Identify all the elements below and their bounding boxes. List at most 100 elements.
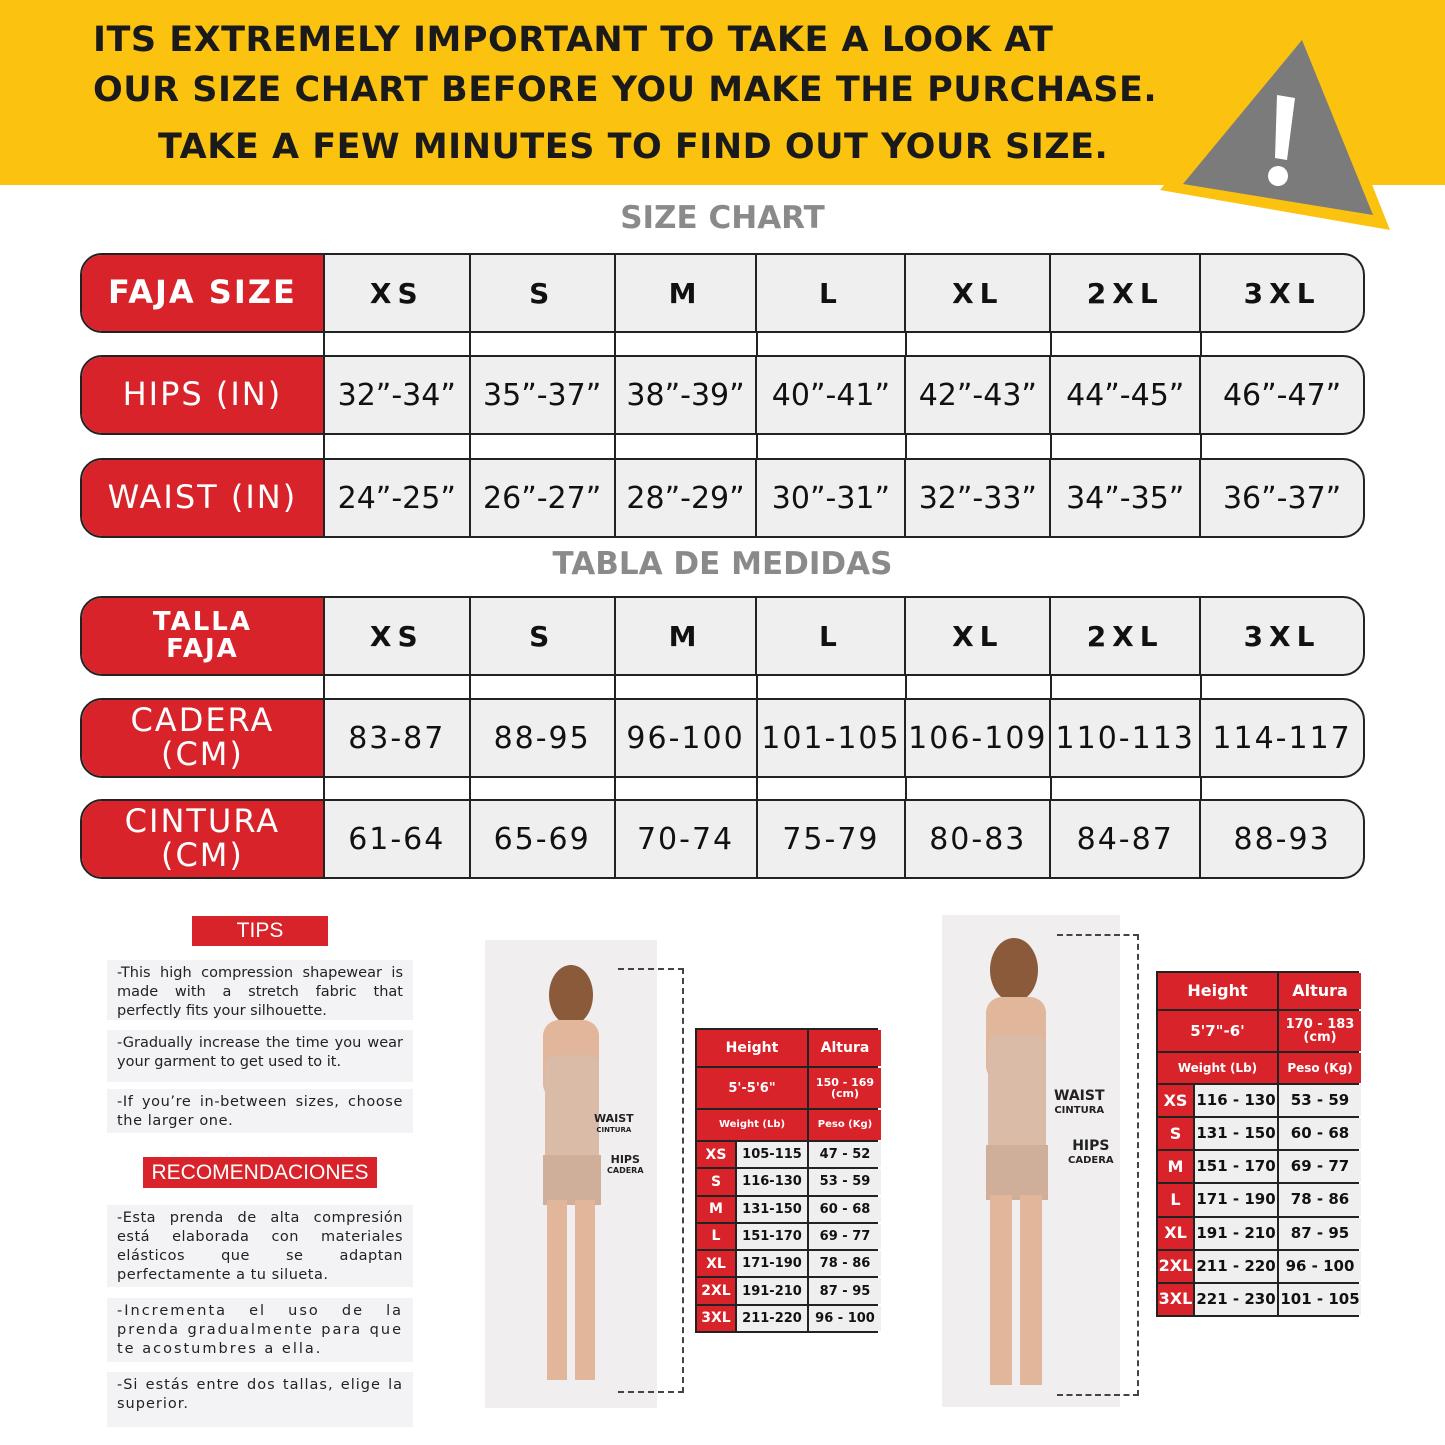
weight-value: 105-115 bbox=[737, 1142, 807, 1168]
weight-value: 171 - 190 bbox=[1195, 1184, 1277, 1216]
row-label: CINTURA (CM) bbox=[82, 801, 325, 877]
peso-value: 87 - 95 bbox=[809, 1278, 881, 1304]
cadera-label: CADERA bbox=[1068, 1154, 1114, 1166]
row-label: HIPS (IN) bbox=[82, 357, 325, 433]
banner-line-2: OUR SIZE CHART BEFORE YOU MAKE THE PURCH… bbox=[93, 70, 1158, 110]
connector-line bbox=[1050, 778, 1052, 799]
tip-item: -Gradually increase the time you wear yo… bbox=[107, 1030, 413, 1082]
peso-value: 69 - 77 bbox=[809, 1223, 881, 1250]
weight-value: 151 - 170 bbox=[1195, 1151, 1277, 1183]
size-cell: 84-87 bbox=[1051, 801, 1202, 877]
size-cell: XL bbox=[906, 598, 1052, 674]
connector-line bbox=[1200, 435, 1202, 458]
height-header: Height bbox=[1158, 973, 1277, 1009]
size-cell: L bbox=[757, 255, 907, 331]
weight-header: Weight (Lb) bbox=[1158, 1053, 1277, 1083]
tabla-row: CINTURA (CM) 61-64 65-69 70-74 75-79 80-83 84-… bbox=[80, 799, 1365, 879]
peso-header: Peso (Kg) bbox=[809, 1110, 881, 1140]
recomendacion-item: -Esta prenda de alta compresión está ela… bbox=[107, 1205, 413, 1287]
size-cell: 65-69 bbox=[471, 801, 616, 877]
connector-line bbox=[1200, 676, 1202, 698]
size-cell: 110-113 bbox=[1051, 700, 1202, 776]
tips-heading: TIPS bbox=[192, 916, 328, 946]
size-label: S bbox=[1158, 1118, 1193, 1150]
weight-value: 211 - 220 bbox=[1195, 1250, 1277, 1282]
size-cell: 96-100 bbox=[616, 700, 758, 776]
size-cell: 3XL bbox=[1243, 276, 1321, 310]
size-cell: S bbox=[471, 255, 616, 331]
weight-value: 116 - 130 bbox=[1195, 1085, 1277, 1117]
altura-value: 170 - 183 (cm) bbox=[1279, 1011, 1361, 1051]
size-cell: XL bbox=[906, 255, 1052, 331]
weight-value: 131-150 bbox=[737, 1196, 807, 1222]
size-cell: 101-105 bbox=[758, 700, 907, 776]
connector-line bbox=[1050, 676, 1052, 698]
peso-value: 96 - 100 bbox=[1279, 1250, 1361, 1282]
size-cell: 61-64 bbox=[325, 801, 471, 877]
size-cell: 24”-25” bbox=[325, 460, 471, 536]
size-cell: 28”-29” bbox=[616, 460, 758, 536]
cadera-label: CADERA bbox=[607, 1165, 644, 1175]
connector-line bbox=[614, 676, 616, 698]
connector-line bbox=[323, 333, 325, 355]
size-cell: M bbox=[616, 598, 758, 674]
size-label: L bbox=[697, 1223, 735, 1250]
row-label: WAIST (IN) bbox=[82, 460, 325, 536]
size-cell: L bbox=[757, 598, 907, 674]
model-photo bbox=[942, 915, 1120, 1407]
peso-value: 101 - 105 bbox=[1279, 1283, 1361, 1315]
size_chart-row: FAJA SIZE XS S M L XL 2XL 3XL bbox=[80, 253, 1365, 333]
weight-header: Weight (Lb) bbox=[697, 1110, 807, 1140]
size-cell: 35”-37” bbox=[471, 357, 616, 433]
size-cell: 2XL bbox=[1051, 598, 1202, 674]
size-cell: 80-83 bbox=[906, 801, 1052, 877]
size-cell: 26”-27” bbox=[471, 460, 616, 536]
connector-line bbox=[756, 333, 758, 355]
connector-line bbox=[905, 676, 907, 698]
measure-guide bbox=[1057, 934, 1139, 1396]
peso-value: 78 - 86 bbox=[1279, 1184, 1361, 1216]
tabla-title: TABLA DE MEDIDAS bbox=[552, 546, 893, 582]
banner-line-1: ITS EXTREMELY IMPORTANT TO TAKE A LOOK A… bbox=[93, 20, 1054, 60]
measure-guide bbox=[618, 968, 684, 1393]
size-label: XL bbox=[1158, 1217, 1193, 1249]
connector-line bbox=[1200, 778, 1202, 799]
size-cell: 40”-41” bbox=[757, 357, 907, 433]
size-cell: 106-109 bbox=[906, 700, 1052, 776]
weight-value: 211-220 bbox=[737, 1305, 807, 1331]
peso-value: 60 - 68 bbox=[809, 1196, 881, 1222]
weight-value: 116-130 bbox=[737, 1169, 807, 1195]
connector-line bbox=[323, 676, 325, 698]
connector-line bbox=[905, 333, 907, 355]
size-cell: S bbox=[471, 598, 616, 674]
tip-item: -This high compression shapewear is made… bbox=[107, 960, 413, 1020]
row-label: CADERA (CM) bbox=[82, 700, 325, 776]
connector-line bbox=[614, 778, 616, 799]
model-photo bbox=[485, 940, 657, 1408]
recomendaciones-heading: RECOMENDACIONES bbox=[143, 1157, 377, 1188]
weight-value: 191 - 210 bbox=[1195, 1217, 1277, 1249]
size_chart-row: WAIST (IN) 24”-25” 26”-27” 28”-29” 30”-31” 32… bbox=[80, 458, 1365, 538]
peso-value: 69 - 77 bbox=[1279, 1151, 1361, 1183]
size-cell: M bbox=[616, 255, 758, 331]
size-label: 2XL bbox=[1158, 1250, 1193, 1282]
peso-value: 47 - 52 bbox=[809, 1142, 881, 1168]
weight-table: Height Altura 5'7"-6' 170 - 183 (cm) Weight … bbox=[1156, 971, 1361, 1317]
size-label: XL bbox=[697, 1251, 735, 1277]
banner-line-3: TAKE A FEW MINUTES TO FIND OUT YOUR SIZE… bbox=[158, 127, 1109, 167]
size-cell: 36”-37” bbox=[1222, 480, 1342, 516]
altura-header: Altura bbox=[1279, 973, 1361, 1009]
connector-line bbox=[323, 435, 325, 458]
size-cell: 30”-31” bbox=[757, 460, 907, 536]
connector-line bbox=[1050, 435, 1052, 458]
peso-value: 53 - 59 bbox=[809, 1169, 881, 1195]
size-cell: 42”-43” bbox=[906, 357, 1052, 433]
size-cell: 32”-34” bbox=[325, 357, 471, 433]
height-value: 5'-5'6" bbox=[697, 1068, 807, 1108]
connector-line bbox=[469, 778, 471, 799]
peso-value: 96 - 100 bbox=[809, 1305, 881, 1331]
weight-value: 171-190 bbox=[737, 1251, 807, 1277]
connector-line bbox=[905, 778, 907, 799]
size-cell: 38”-39” bbox=[616, 357, 758, 433]
recomendacion-item: -Incrementa el uso de la prenda gradualm… bbox=[107, 1298, 413, 1362]
